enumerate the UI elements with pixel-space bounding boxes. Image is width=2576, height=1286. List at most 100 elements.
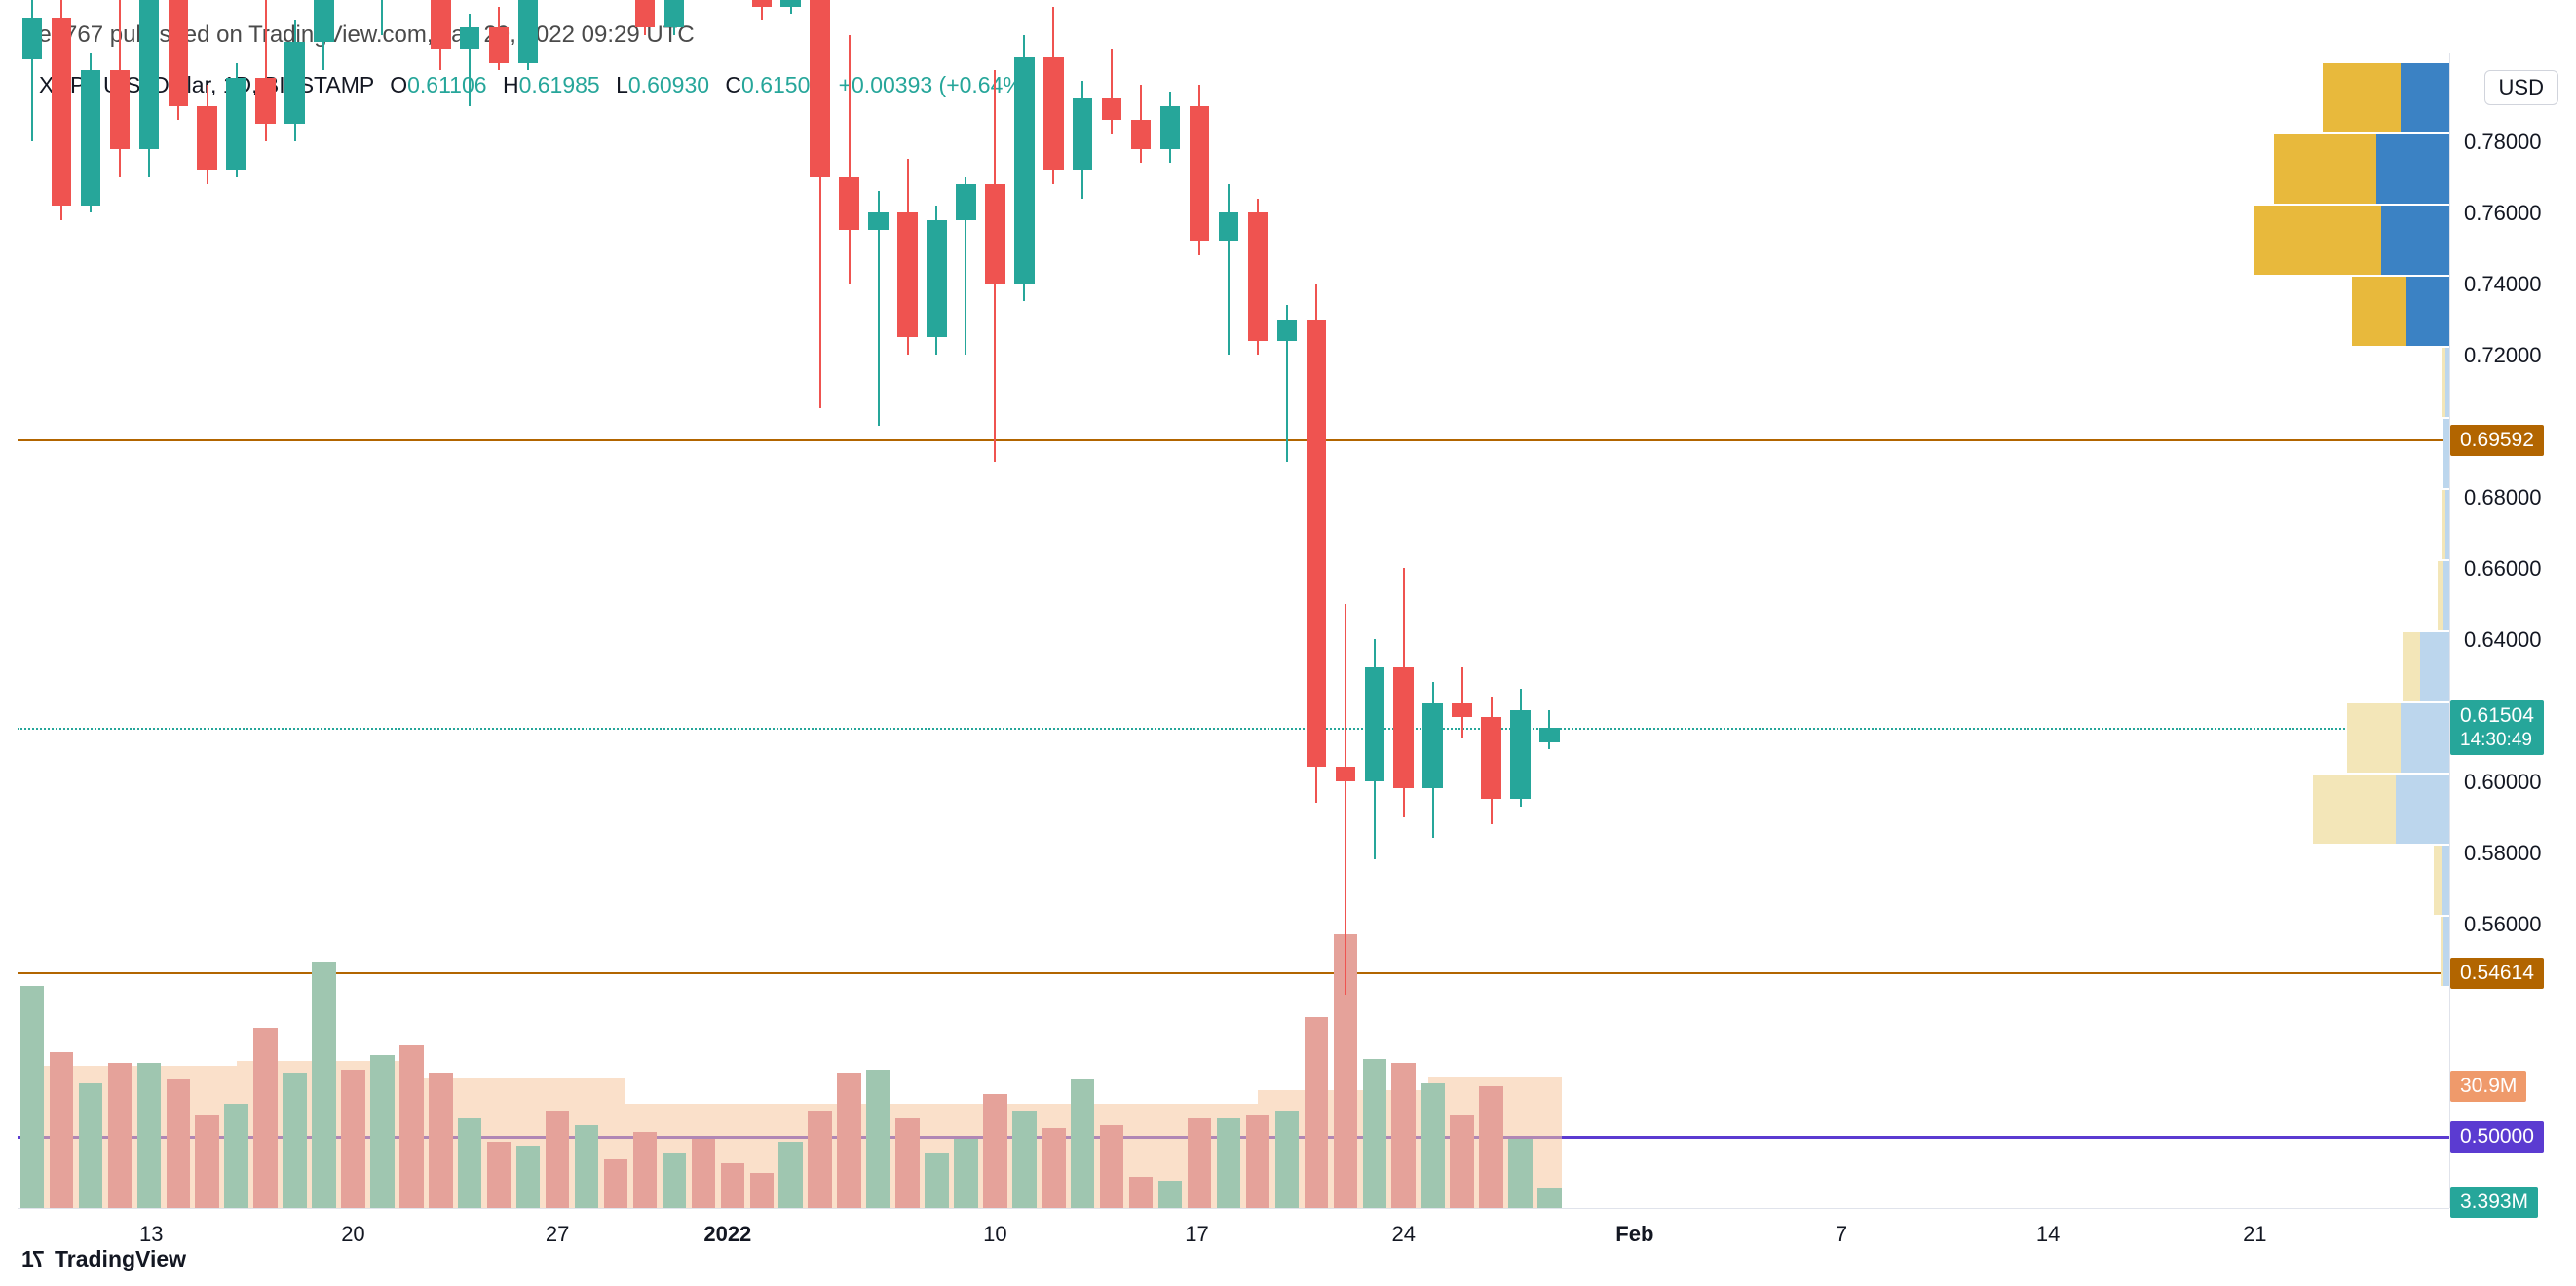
volume-profile-row [2442, 490, 2449, 559]
time-tick-label: 17 [1185, 1222, 1208, 1247]
volume-profile-row [2254, 206, 2449, 275]
candle-body [1248, 212, 1268, 340]
volume-bar [546, 1111, 569, 1208]
price-tag: 0.50000 [2450, 1121, 2544, 1153]
volume-bar [663, 1153, 686, 1208]
candle-body [897, 212, 917, 337]
price-tag: 0.6150414:30:49 [2450, 700, 2544, 755]
candle-wick [1228, 184, 1230, 355]
chart-pane[interactable] [18, 53, 2449, 1208]
price-axis[interactable]: 0.780000.760000.740000.720000.680000.660… [2449, 53, 2576, 1208]
time-tick-label: 10 [983, 1222, 1006, 1247]
candle-body [1131, 120, 1151, 148]
price-tick-label: 0.74000 [2464, 272, 2542, 297]
candle-wick [1111, 49, 1113, 134]
candle-body [169, 0, 188, 106]
current-price-line [18, 728, 2449, 730]
volume-bar [458, 1118, 481, 1209]
volume-profile-row [2352, 277, 2449, 346]
time-tick-label: 21 [2243, 1222, 2266, 1247]
volume-bar [1421, 1083, 1444, 1208]
candle-body [81, 70, 100, 206]
volume-bar [721, 1163, 744, 1208]
volume-bar [341, 1070, 364, 1208]
candle-body [314, 0, 333, 42]
volume-profile-row [2274, 134, 2449, 204]
volume-bar [516, 1146, 540, 1208]
volume-bar [1246, 1115, 1269, 1208]
candle-body [1014, 57, 1034, 284]
volume-bar [954, 1139, 977, 1208]
time-tick-label: Feb [1615, 1222, 1653, 1247]
volume-bar [1158, 1181, 1182, 1208]
price-tick-label: 0.58000 [2464, 841, 2542, 866]
candle-body [431, 0, 450, 49]
volume-bar [20, 986, 44, 1208]
horizontal-line[interactable] [18, 439, 2449, 441]
volume-profile-row [2313, 775, 2449, 844]
volume-bar [108, 1063, 132, 1208]
volume-bar [195, 1115, 218, 1208]
volume-bar [253, 1028, 277, 1208]
candle-body [1452, 703, 1471, 718]
candle-body [226, 78, 246, 170]
candle-body [1336, 767, 1355, 781]
volume-bar [1012, 1111, 1036, 1208]
candle-body [956, 184, 975, 219]
volume-profile-row [2441, 917, 2449, 986]
candle-body [664, 0, 684, 27]
volume-profile-row [2438, 561, 2449, 630]
price-tick-label: 0.68000 [2464, 485, 2542, 511]
volume-bar [778, 1142, 802, 1208]
volume-bar [1305, 1017, 1328, 1208]
candle-body [139, 0, 159, 149]
candle-body [1307, 320, 1326, 768]
time-tick-label: 27 [546, 1222, 569, 1247]
tradingview-label: TradingView [55, 1246, 186, 1271]
volume-profile-row [2403, 632, 2449, 701]
volume-bar [1042, 1128, 1065, 1208]
volume-bar [1275, 1111, 1299, 1208]
candle-body [284, 42, 304, 124]
volume-bar [692, 1139, 715, 1208]
price-tick-label: 0.64000 [2464, 627, 2542, 653]
volume-bar [925, 1153, 948, 1208]
candle-body [1160, 106, 1180, 149]
volume-bar [575, 1125, 598, 1208]
price-tick-label: 0.66000 [2464, 556, 2542, 582]
candle-wick [1345, 604, 1346, 995]
volume-bar [895, 1118, 919, 1209]
candle-body [518, 0, 538, 63]
time-axis[interactable]: 1320272022101724Feb71421 [18, 1208, 2449, 1259]
price-tag: 0.69592 [2450, 425, 2544, 456]
volume-bar [1188, 1118, 1211, 1209]
volume-bar [370, 1055, 394, 1208]
volume-bar [1071, 1079, 1094, 1208]
price-tag: 0.54614 [2450, 958, 2544, 989]
price-tick-label: 0.60000 [2464, 770, 2542, 795]
volume-tag: 3.393M [2450, 1187, 2538, 1218]
candle-body [635, 0, 655, 27]
candle-body [839, 177, 858, 231]
volume-profile-row [2442, 348, 2449, 417]
candle-body [460, 27, 479, 49]
price-tick-label: 0.72000 [2464, 343, 2542, 368]
candle-body [868, 212, 888, 230]
tv-icon: 17 [21, 1246, 45, 1271]
volume-bar [604, 1159, 627, 1208]
horizontal-line[interactable] [18, 972, 2449, 974]
publish-header: Den767 published on TradingView.com, Jan… [21, 21, 695, 49]
volume-profile-row [2347, 703, 2449, 773]
volume-bar [312, 962, 335, 1208]
volume-profile-row [2434, 846, 2449, 915]
tradingview-logo[interactable]: 17 TradingView [21, 1246, 186, 1272]
volume-profile-row [2323, 63, 2449, 132]
volume-bar [983, 1094, 1006, 1208]
candle-body [1481, 717, 1500, 799]
candle-body [1510, 710, 1530, 799]
time-tick-label: 24 [1391, 1222, 1415, 1247]
candle-body [1190, 106, 1209, 242]
volume-bar [1537, 1188, 1561, 1208]
candle-body [489, 27, 509, 62]
price-tick-label: 0.56000 [2464, 912, 2542, 937]
